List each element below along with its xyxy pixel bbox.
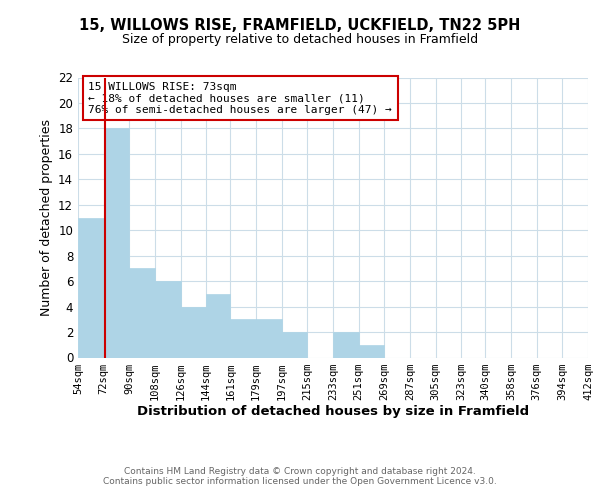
Text: Contains HM Land Registry data © Crown copyright and database right 2024.: Contains HM Land Registry data © Crown c…: [124, 467, 476, 476]
Bar: [129, 268, 155, 358]
Bar: [333, 332, 359, 357]
Bar: [104, 128, 129, 358]
Bar: [155, 281, 181, 357]
Bar: [230, 320, 256, 358]
Y-axis label: Number of detached properties: Number of detached properties: [40, 119, 53, 316]
Bar: [78, 218, 104, 358]
Bar: [181, 306, 206, 358]
Bar: [206, 294, 230, 358]
Text: 15, WILLOWS RISE, FRAMFIELD, UCKFIELD, TN22 5PH: 15, WILLOWS RISE, FRAMFIELD, UCKFIELD, T…: [79, 18, 521, 32]
Bar: [282, 332, 307, 357]
X-axis label: Distribution of detached houses by size in Framfield: Distribution of detached houses by size …: [137, 406, 529, 418]
Text: 15 WILLOWS RISE: 73sqm
← 18% of detached houses are smaller (11)
76% of semi-det: 15 WILLOWS RISE: 73sqm ← 18% of detached…: [88, 82, 392, 115]
Text: Contains public sector information licensed under the Open Government Licence v3: Contains public sector information licen…: [103, 477, 497, 486]
Text: Size of property relative to detached houses in Framfield: Size of property relative to detached ho…: [122, 32, 478, 46]
Bar: [359, 345, 384, 358]
Bar: [256, 320, 282, 358]
